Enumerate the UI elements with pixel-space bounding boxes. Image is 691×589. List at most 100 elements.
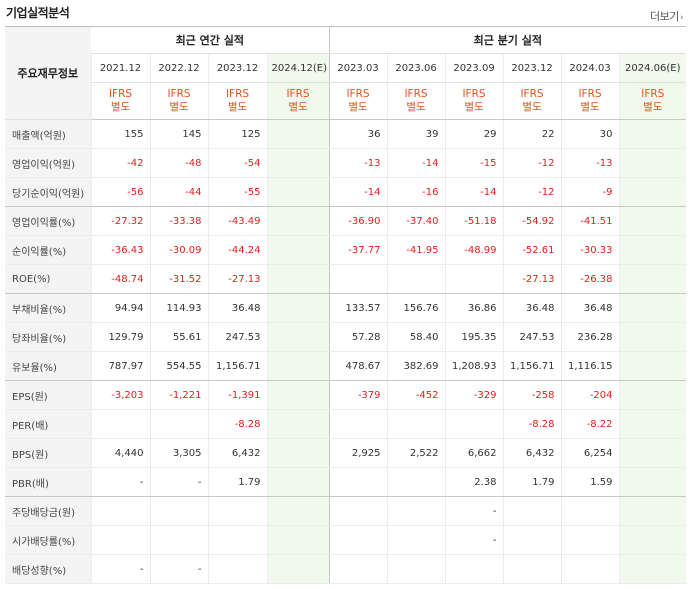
table-cell: [502, 496, 562, 526]
table-cell: [328, 264, 388, 294]
table-cell: 247.53: [502, 322, 562, 352]
accounting-standard-label: IFRS 별도: [266, 82, 330, 120]
accounting-standard-label: IFRS 별도: [207, 82, 267, 120]
table-cell: 3,305: [149, 438, 208, 468]
table-row: 시가배당률(%) -: [5, 525, 687, 555]
table-cell: 36: [328, 119, 388, 149]
table-cell: 156.76: [386, 293, 446, 323]
table-row: ROE(%) -48.74 -31.52 -27.13 -27.13 -26.38: [5, 264, 687, 294]
table-cell: -13: [328, 148, 388, 178]
table-cell: [328, 554, 388, 584]
chevron-right-icon: ›: [679, 13, 684, 23]
table-cell: -33.38: [149, 206, 208, 236]
table-cell: -43.49: [207, 206, 267, 236]
table-cell: -12: [502, 148, 562, 178]
table-cell: 195.35: [444, 322, 504, 352]
table-cell: [386, 496, 446, 526]
accounting-standard-label: IFRS 별도: [618, 82, 687, 120]
table-cell: [386, 264, 446, 294]
table-cell: -36.43: [90, 235, 150, 265]
table-cell: [618, 409, 687, 439]
table-cell: 114.93: [149, 293, 208, 323]
table-row: EPS(원) -3,203 -1,221 -1,391 -379 -452 -329 -258…: [5, 380, 687, 410]
more-link[interactable]: 더보기›: [650, 8, 684, 24]
table-cell: -51.18: [444, 206, 504, 236]
table-cell: -14: [328, 177, 388, 207]
row-label: 유보율(%): [5, 351, 91, 381]
table-cell: [207, 554, 267, 584]
table-cell: [266, 235, 330, 265]
table-cell: -36.90: [328, 206, 388, 236]
annual-group-label: 최근 연간 실적: [91, 26, 330, 54]
table-cell: 133.57: [328, 293, 388, 323]
table-cell: [266, 177, 330, 207]
table-cell: -41.51: [560, 206, 620, 236]
table-cell: -9: [560, 177, 620, 207]
section-title: 기업실적분석: [6, 6, 70, 20]
table-cell: [386, 409, 446, 439]
table-cell: -41.95: [386, 235, 446, 265]
table-cell: -30.33: [560, 235, 620, 265]
table-cell: -: [444, 525, 504, 555]
table-row: 배당성향(%) - -: [5, 554, 687, 584]
table-row: 유보율(%) 787.97 554.55 1,156.71 478.67 382.69 1,…: [5, 351, 687, 381]
table-cell: 129.79: [90, 322, 150, 352]
row-label: 부채비율(%): [5, 293, 91, 323]
period-quarterly-1: 2023.06: [386, 53, 446, 83]
table-cell: 1,208.93: [444, 351, 504, 381]
table-row: 영업이익률(%) -27.32 -33.38 -43.49 -36.90 -37.40 -5…: [5, 206, 687, 236]
table-cell: [618, 293, 687, 323]
table-cell: [266, 264, 330, 294]
period-row: 2021.12 2022.12 2023.12 2024.12(E) 2023.03 20…: [5, 53, 687, 83]
table-cell: [386, 525, 446, 555]
table-cell: 2,522: [386, 438, 446, 468]
table-cell: -258: [502, 380, 562, 410]
table-cell: 58.40: [386, 322, 446, 352]
table-cell: 155: [90, 119, 150, 149]
table-cell: 94.94: [90, 293, 150, 323]
table-cell: [266, 119, 330, 149]
table-cell: [90, 496, 150, 526]
table-row: 당좌비율(%) 129.79 55.61 247.53 57.28 58.40 195.35…: [5, 322, 687, 352]
table-cell: -: [149, 554, 208, 584]
table-cell: -: [444, 496, 504, 526]
table-cell: -1,391: [207, 380, 267, 410]
table-cell: 125: [207, 119, 267, 149]
table-cell: -27.32: [90, 206, 150, 236]
table-cell: [266, 438, 330, 468]
table-cell: 1,156.71: [207, 351, 267, 381]
table-cell: -48.74: [90, 264, 150, 294]
accounting-standard-label: IFRS 별도: [444, 82, 504, 120]
table-cell: [207, 525, 267, 555]
row-label: PER(배): [5, 409, 91, 439]
period-annual-0: 2021.12: [90, 53, 150, 83]
table-cell: 30: [560, 119, 620, 149]
row-label: 매출액(억원): [5, 119, 91, 149]
table-cell: -42: [90, 148, 150, 178]
table-cell: 57.28: [328, 322, 388, 352]
table-cell: 36.86: [444, 293, 504, 323]
table-cell: [618, 525, 687, 555]
financial-table: 주요재무정보 최근 연간 실적 최근 분기 실적 2021.12 2022.12 2…: [5, 26, 687, 584]
table-cell: [328, 467, 388, 497]
row-label: ROE(%): [5, 264, 91, 294]
row-label: EPS(원): [5, 380, 91, 410]
table-cell: -56: [90, 177, 150, 207]
table-cell: -15: [444, 148, 504, 178]
table-cell: [266, 148, 330, 178]
accounting-standard-label: IFRS 별도: [502, 82, 562, 120]
period-quarterly-5: 2024.06(E): [618, 53, 687, 83]
table-cell: -54.92: [502, 206, 562, 236]
table-cell: [618, 467, 687, 497]
table-cell: -329: [444, 380, 504, 410]
table-cell: 6,432: [502, 438, 562, 468]
table-cell: [502, 525, 562, 555]
table-cell: -14: [444, 177, 504, 207]
accounting-standard-label: IFRS 별도: [386, 82, 446, 120]
table-row: PER(배) -8.28 -8.28 -8.22: [5, 409, 687, 439]
table-cell: 787.97: [90, 351, 150, 381]
table-cell: [560, 554, 620, 584]
table-cell: 1.59: [560, 467, 620, 497]
table-row: 영업이익(억원) -42 -48 -54 -13 -14 -15 -12 -13: [5, 148, 687, 178]
quarterly-group-label: 최근 분기 실적: [328, 26, 687, 54]
